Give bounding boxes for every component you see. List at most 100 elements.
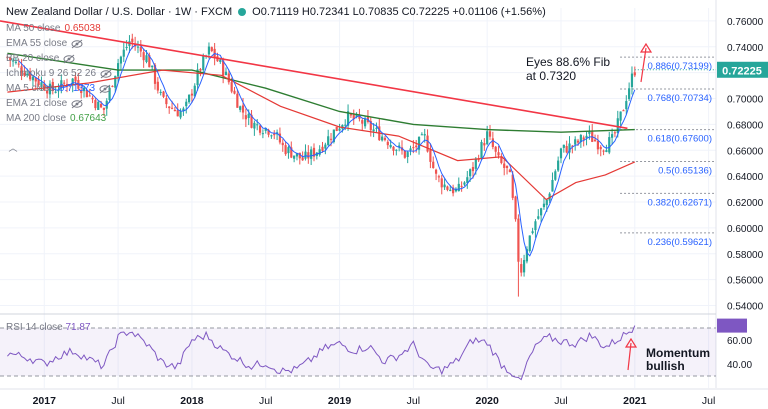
candle-body bbox=[486, 131, 489, 145]
fib-label: 0.5(0.65136) bbox=[658, 165, 712, 176]
ohlc-readout: O0.71119 H0.72341 L0.70835 C0.72225 +0.0… bbox=[252, 6, 546, 18]
candle-body bbox=[358, 115, 361, 119]
price-axis[interactable]: 0.760000.740000.720000.700000.680000.660… bbox=[715, 0, 764, 388]
candle-body bbox=[406, 152, 409, 158]
ma50-line bbox=[7, 69, 636, 201]
candle-body bbox=[599, 146, 602, 150]
candle-body bbox=[114, 75, 117, 88]
candle-body bbox=[383, 137, 387, 141]
fib-label: 0.382(0.62671) bbox=[648, 197, 712, 208]
momentum-note-line1: Momentum bbox=[646, 346, 710, 360]
hidden-eye-icon[interactable] bbox=[100, 69, 112, 79]
candle-body bbox=[332, 129, 335, 143]
candle-body bbox=[250, 114, 253, 128]
candle-body bbox=[139, 46, 142, 52]
candle-body bbox=[511, 174, 514, 198]
candle-body bbox=[281, 142, 284, 146]
candle-body bbox=[491, 138, 494, 147]
candle-body bbox=[452, 187, 455, 194]
candle-body bbox=[352, 114, 355, 119]
candle-body bbox=[596, 140, 599, 150]
price-tick-label: 0.66000 bbox=[727, 146, 764, 157]
candle-body bbox=[122, 49, 125, 57]
indicator-label: EMA 55 close bbox=[6, 38, 68, 49]
candle-body bbox=[579, 134, 582, 143]
rsi-pane bbox=[0, 327, 716, 377]
candle-body bbox=[82, 87, 86, 92]
candle-body bbox=[261, 133, 264, 135]
last-price-box bbox=[717, 61, 768, 78]
candle-body bbox=[270, 135, 273, 137]
price-tick-label: 0.58000 bbox=[727, 250, 764, 261]
price-tick-label: 0.54000 bbox=[727, 302, 764, 313]
symbol-title[interactable]: New Zealand Dollar / U.S. Dollar · 1W · … bbox=[6, 6, 233, 18]
candle-body bbox=[253, 122, 256, 129]
momentum-note-line2: bullish bbox=[646, 359, 685, 373]
candle-body bbox=[210, 47, 213, 52]
candle-body bbox=[420, 134, 423, 136]
hidden-eye-icon[interactable] bbox=[71, 99, 83, 109]
candle-body bbox=[460, 185, 463, 187]
hidden-eye-icon[interactable] bbox=[71, 39, 83, 49]
candle-body bbox=[264, 128, 267, 131]
rsi-band bbox=[0, 328, 716, 376]
time-tick-label: Jul bbox=[259, 395, 272, 407]
hidden-eye-icon[interactable] bbox=[99, 84, 111, 94]
up-arrow-icon bbox=[624, 337, 638, 371]
indicator-4[interactable]: MA 5 close 0.71373 bbox=[6, 83, 111, 94]
candle-body bbox=[514, 196, 517, 220]
candle-body bbox=[324, 144, 327, 149]
candle-body bbox=[423, 134, 426, 136]
ma200-line bbox=[7, 52, 635, 133]
time-axis[interactable]: 2017 Jul 2018 Jul 2019 Jul 2020 Jul 2021 Jul bbox=[0, 388, 768, 407]
candle-body bbox=[48, 83, 52, 95]
indicator-value: 0.71373 bbox=[58, 83, 96, 94]
price-tick-label: 0.60000 bbox=[727, 224, 764, 235]
candle-body bbox=[304, 151, 307, 159]
candle-body bbox=[131, 38, 134, 43]
candle-body bbox=[426, 135, 429, 152]
fib-label: 0.886(0.73199) bbox=[648, 61, 712, 72]
price-tick-label: 0.56000 bbox=[727, 276, 764, 287]
candle-body bbox=[273, 133, 276, 136]
fib-note-line1: Eyes 88.6% Fib bbox=[526, 55, 610, 69]
candle-body bbox=[537, 216, 540, 219]
candle-body bbox=[531, 231, 534, 234]
candle-body bbox=[429, 149, 432, 162]
price-tick-label: 0.62000 bbox=[727, 198, 764, 209]
time-tick-label: Jul bbox=[702, 395, 715, 407]
time-tick-label: Jul bbox=[407, 395, 420, 407]
candle-body bbox=[355, 113, 358, 117]
candle-body bbox=[633, 72, 636, 76]
indicator-2[interactable]: BB 20 close bbox=[6, 53, 75, 64]
candle-body bbox=[54, 91, 57, 93]
indicator-0[interactable]: MA 50 close 0.65038 bbox=[6, 23, 101, 34]
candle-body bbox=[469, 169, 472, 177]
price-tick-label: 0.70000 bbox=[727, 95, 764, 106]
candle-body bbox=[241, 105, 245, 113]
candle-body bbox=[111, 85, 114, 87]
candle-body bbox=[199, 68, 202, 71]
indicator-5[interactable]: EMA 21 close bbox=[6, 98, 83, 109]
time-tick-label: 2021 bbox=[623, 395, 647, 407]
candle-body bbox=[522, 260, 526, 273]
candle-body bbox=[571, 145, 574, 147]
candle-body bbox=[437, 176, 441, 178]
indicator-1[interactable]: EMA 55 close bbox=[6, 38, 83, 49]
indicator-6[interactable]: MA 200 close 0.67643 bbox=[6, 113, 106, 124]
candle-body bbox=[327, 136, 330, 146]
indicator-3[interactable]: Ichimoku 9 26 52 26 bbox=[6, 68, 112, 79]
candle-body bbox=[559, 148, 563, 159]
candle-body bbox=[97, 101, 100, 110]
rsi-legend[interactable]: RSI 14 close 71.87 bbox=[6, 322, 91, 333]
rsi-axis[interactable]: 60.00 40.00 bbox=[717, 318, 752, 371]
collapse-legend-icon[interactable]: ︿ bbox=[8, 143, 18, 153]
candle-body bbox=[616, 118, 619, 134]
candle-body bbox=[398, 145, 401, 148]
price-tick-label: 0.74000 bbox=[727, 43, 764, 54]
hidden-eye-icon[interactable] bbox=[63, 54, 75, 64]
candle-body bbox=[574, 139, 577, 145]
candle-body bbox=[239, 106, 242, 110]
downtrend-line[interactable] bbox=[0, 20, 628, 130]
